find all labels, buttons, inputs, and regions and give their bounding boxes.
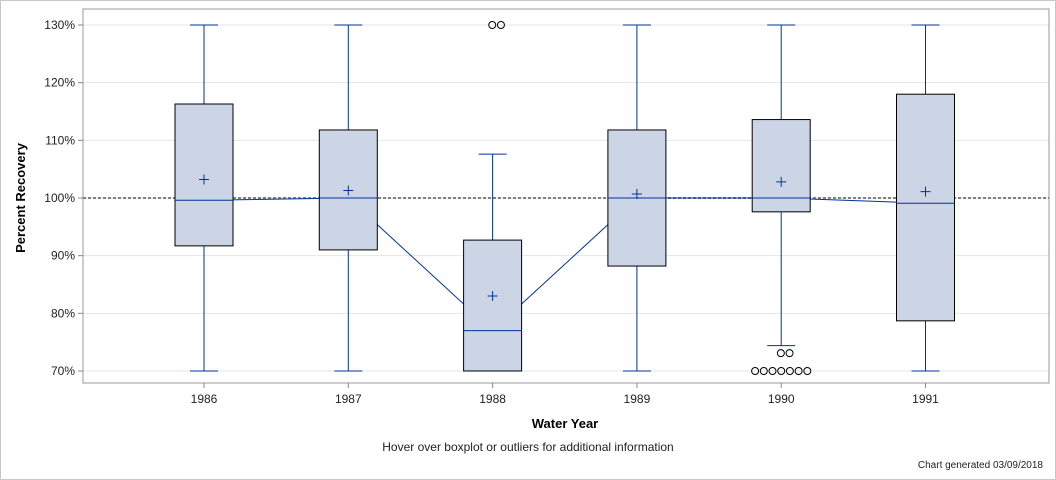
box bbox=[751, 119, 811, 213]
boxplot-1990[interactable] bbox=[751, 24, 812, 375]
boxplot-1986[interactable] bbox=[174, 24, 234, 372]
mean-marker bbox=[776, 176, 787, 187]
y-tick-label: 110% bbox=[45, 133, 75, 147]
outlier[interactable] bbox=[759, 367, 768, 375]
mean-marker bbox=[487, 291, 498, 302]
y-axis: 70% 80% 90% 100% 110% 120% 130% bbox=[44, 18, 83, 378]
mean-marker bbox=[343, 185, 354, 196]
box bbox=[896, 93, 955, 322]
boxplots bbox=[174, 21, 955, 375]
outlier[interactable] bbox=[785, 349, 794, 358]
y-tick-label: 80% bbox=[51, 306, 75, 320]
mean-marker bbox=[199, 174, 209, 185]
outlier[interactable] bbox=[785, 367, 794, 375]
outlier[interactable] bbox=[768, 367, 777, 375]
boxplot-1989[interactable] bbox=[607, 24, 667, 372]
boxplot-1991[interactable] bbox=[896, 24, 955, 372]
y-tick-label: 120% bbox=[44, 76, 75, 90]
y-tick-label: 130% bbox=[44, 18, 75, 32]
x-tick-label: 1990 bbox=[768, 392, 795, 406]
boxplot-1988[interactable] bbox=[463, 21, 523, 372]
outlier[interactable] bbox=[488, 21, 497, 29]
x-axis-label: Water Year bbox=[532, 416, 599, 431]
generated-date: Chart generated 03/09/2018 bbox=[917, 460, 1043, 471]
boxplot-1987[interactable] bbox=[318, 24, 378, 372]
boxplot-chart: 70%80%90%100%110%120%130% 1986 1987 1988 19… bbox=[13, 8, 1050, 431]
outlier[interactable] bbox=[777, 367, 786, 375]
plot-area bbox=[82, 8, 1050, 384]
x-tick-label: 1989 bbox=[624, 392, 651, 406]
mean-marker bbox=[631, 188, 642, 199]
y-tick-label: 100% bbox=[44, 191, 75, 205]
box bbox=[463, 239, 523, 372]
outlier[interactable] bbox=[794, 367, 803, 375]
x-tick-label: 1991 bbox=[912, 392, 939, 406]
x-tick-label: 1986 bbox=[191, 392, 218, 406]
x-tick-label: 1987 bbox=[335, 392, 362, 406]
median-connect-line bbox=[203, 197, 926, 332]
outlier[interactable] bbox=[776, 349, 785, 358]
hover-hint: Hover over boxplot or outliers for addit… bbox=[382, 440, 674, 454]
outlier[interactable] bbox=[803, 367, 812, 375]
outlier[interactable] bbox=[751, 367, 760, 375]
y-tick-label: 90% bbox=[51, 249, 75, 263]
x-tick-label: 1988 bbox=[479, 392, 506, 406]
mean-marker bbox=[920, 186, 931, 197]
outlier[interactable] bbox=[496, 21, 505, 29]
x-axis: 1986 1987 1988 1989 1990 1991 bbox=[191, 383, 939, 406]
y-tick-label: 70% bbox=[51, 364, 75, 378]
grid bbox=[82, 8, 1050, 384]
y-axis-label: Percent Recovery bbox=[13, 142, 28, 253]
